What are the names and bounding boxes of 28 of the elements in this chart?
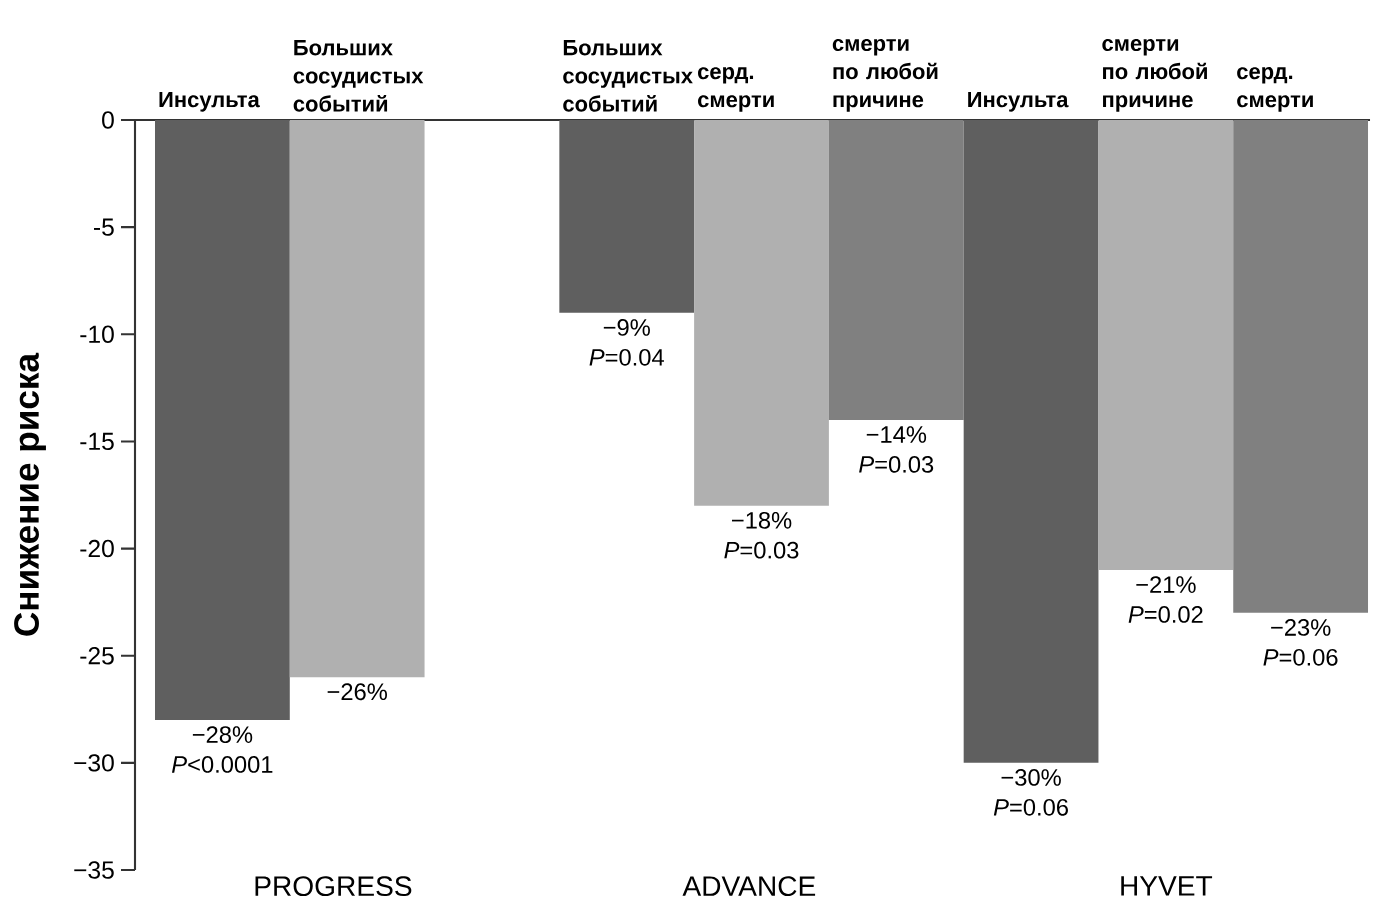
- y-tick-label: -25: [80, 646, 114, 665]
- x-tick-label: Больших сосудистых событий: [563, 40, 693, 112]
- data-label: −21% P=0.02: [1128, 576, 1203, 623]
- x-tick-label: Инсульта: [159, 91, 260, 112]
- data-label: −28% P<0.0001: [171, 726, 273, 773]
- x-tick-label: серд. смерти: [698, 67, 774, 112]
- x-tick-label: Инсульта: [968, 91, 1069, 112]
- text: PROGRESS: [255, 876, 412, 897]
- y-tick-label: -15: [80, 432, 114, 451]
- x-tick-label: Больших сосудистых событий: [293, 40, 424, 112]
- y-tick-label: -5: [94, 218, 114, 236]
- y-tick-label: -20: [80, 539, 114, 558]
- y-tick-label: −35: [74, 861, 114, 879]
- text: HYVET: [1121, 876, 1213, 896]
- data-label: −30% P=0.06: [993, 769, 1068, 816]
- y-tick-label: 0: [102, 111, 114, 129]
- x-tick-label: смерти по любой причине: [832, 39, 938, 112]
- y-tick-label: -10: [80, 325, 114, 343]
- y-tick-label: −30: [74, 754, 114, 772]
- data-label: −9% P=0.04: [589, 319, 664, 366]
- data-label: −23% P=0.06: [1263, 619, 1338, 666]
- x-tick-label: серд. смерти: [1237, 67, 1313, 112]
- data-label: −26%: [327, 683, 387, 701]
- data-label: −14% P=0.03: [859, 426, 934, 473]
- data-label: −18% P=0.03: [724, 511, 799, 559]
- y-axis-title: Снижение риска: [14, 352, 46, 636]
- x-tick-label: смерти по любой причине: [1102, 39, 1207, 112]
- text: ADVANCE: [682, 876, 816, 897]
